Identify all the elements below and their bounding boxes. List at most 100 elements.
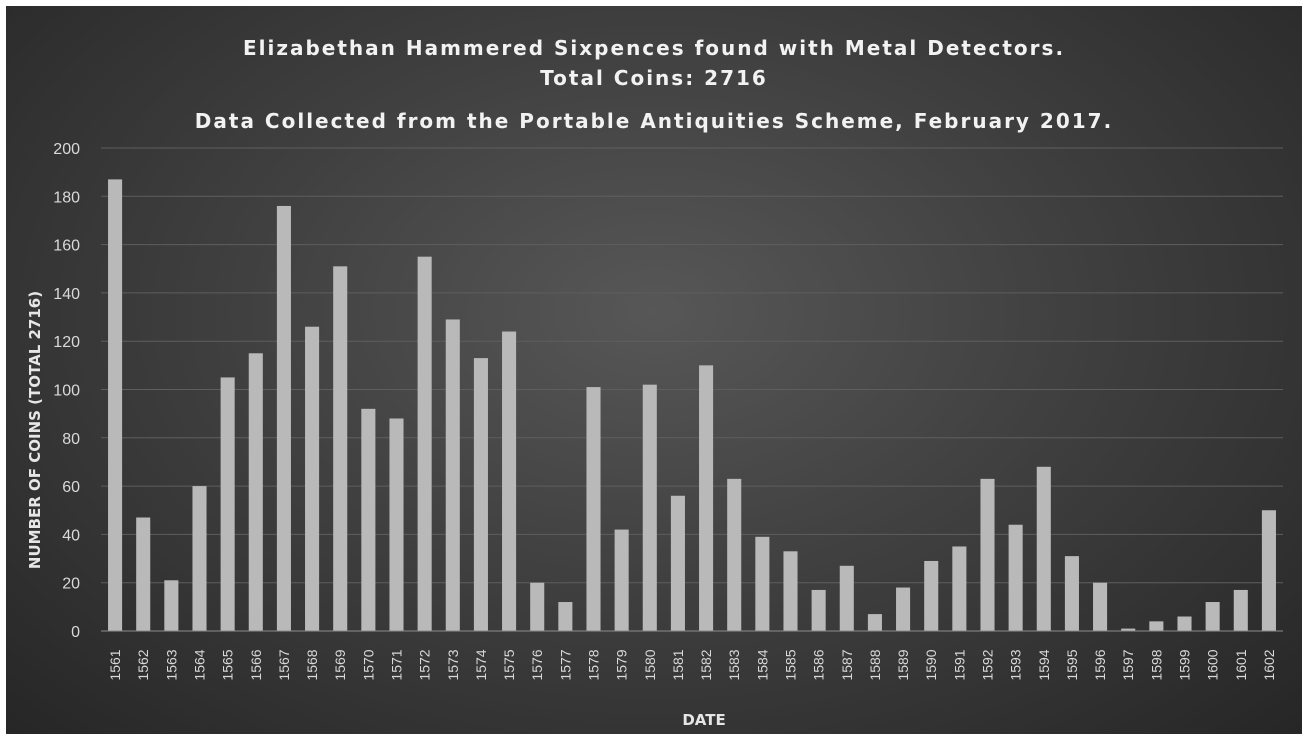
x-tick-label: 1567 <box>276 649 292 680</box>
bar-1580 <box>642 384 657 631</box>
bar-1569 <box>333 266 348 631</box>
x-tick-label: 1566 <box>248 649 264 680</box>
x-tick-label: 1572 <box>417 649 433 680</box>
bar-1584 <box>755 536 770 631</box>
bar-1573 <box>445 319 460 631</box>
y-tick-label: 140 <box>53 286 80 303</box>
x-tick-label: 1575 <box>501 649 517 680</box>
bar-1566 <box>248 353 263 631</box>
bar-1579 <box>614 529 629 631</box>
y-tick-label: 40 <box>62 527 80 544</box>
bar-1575 <box>502 331 517 631</box>
y-tick-label: 120 <box>53 334 80 351</box>
y-axis-ticks: 0 20 40 60 80 100 120 140 160 180 200 <box>53 141 80 641</box>
x-tick-label: 1563 <box>163 649 179 680</box>
x-tick-label: 1583 <box>726 649 742 680</box>
x-tick-label: 1564 <box>192 649 208 680</box>
x-tick-label: 1598 <box>1148 649 1164 680</box>
x-tick-label: 1573 <box>445 649 461 680</box>
bar-1595 <box>1064 556 1079 631</box>
x-tick-label: 1586 <box>811 649 827 680</box>
bar-1591 <box>952 546 967 631</box>
x-tick-label: 1569 <box>332 649 348 680</box>
chart-title-line-2: Total Coins: 2716 <box>540 66 768 90</box>
y-tick-label: 20 <box>62 576 80 593</box>
y-tick-label: 200 <box>53 141 80 158</box>
y-tick-label: 180 <box>53 189 80 206</box>
bar-1586 <box>811 589 826 631</box>
x-tick-label: 1578 <box>586 649 602 680</box>
x-tick-label: 1595 <box>1064 649 1080 680</box>
x-tick-label: 1597 <box>1120 649 1136 680</box>
x-tick-label: 1580 <box>642 649 658 680</box>
x-tick-label: 1585 <box>783 649 799 680</box>
bar-1576 <box>530 582 545 631</box>
x-tick-label: 1600 <box>1205 649 1221 680</box>
x-tick-label: 1582 <box>698 649 714 680</box>
bar-1594 <box>1036 466 1051 631</box>
bar-1574 <box>473 358 488 631</box>
x-tick-label: 1565 <box>220 649 236 680</box>
bar-1596 <box>1093 582 1108 631</box>
x-tick-label: 1594 <box>1036 649 1052 680</box>
bar-1585 <box>783 551 798 631</box>
bar-1598 <box>1149 621 1164 631</box>
bar-1593 <box>1008 524 1023 631</box>
bar-1561 <box>108 179 123 631</box>
x-tick-label: 1602 <box>1261 649 1277 680</box>
bar-1568 <box>305 326 320 631</box>
x-tick-label: 1588 <box>867 649 883 680</box>
bar-1581 <box>670 495 685 631</box>
x-tick-label: 1562 <box>135 649 151 680</box>
x-tick-label: 1577 <box>557 649 573 680</box>
chart-title-line-1: Elizabethan Hammered Sixpences found wit… <box>242 36 1066 60</box>
x-axis-label: DATE <box>682 711 725 729</box>
x-tick-label: 1593 <box>1008 649 1024 680</box>
x-tick-label: 1590 <box>923 649 939 680</box>
x-tick-label: 1592 <box>980 649 996 680</box>
x-tick-label: 1571 <box>389 649 405 680</box>
bar-1562 <box>136 517 151 631</box>
bar-1597 <box>1121 628 1136 631</box>
chart-title-line-3: Data Collected from the Portable Antiqui… <box>194 109 1114 133</box>
x-tick-label: 1574 <box>473 649 489 680</box>
x-tick-label: 1601 <box>1233 649 1249 680</box>
bar-1602 <box>1261 510 1276 631</box>
bar-1564 <box>192 486 207 631</box>
x-tick-label: 1576 <box>529 649 545 680</box>
x-tick-label: 1596 <box>1092 649 1108 680</box>
bar-1582 <box>699 365 714 631</box>
x-tick-label: 1570 <box>360 649 376 680</box>
bar-1589 <box>896 587 911 631</box>
bar-1587 <box>839 565 854 631</box>
gridlines <box>101 147 1283 584</box>
bar-1565 <box>220 377 235 631</box>
bars <box>108 179 1276 631</box>
bar-1599 <box>1177 616 1192 631</box>
y-tick-label: 160 <box>53 238 80 255</box>
bar-1563 <box>164 580 179 631</box>
y-tick-label: 100 <box>53 383 80 400</box>
bar-1583 <box>727 478 742 631</box>
x-tick-label: 1599 <box>1177 649 1193 680</box>
x-tick-label: 1587 <box>839 649 855 680</box>
bar-1570 <box>361 408 376 631</box>
bar-1600 <box>1205 602 1220 631</box>
x-tick-label: 1584 <box>754 649 770 680</box>
bar-1572 <box>417 256 432 631</box>
x-tick-label: 1561 <box>107 649 123 680</box>
x-axis-ticks: 1561 1562 1563 1564 1565 1566 1567 1568 1569 1570… <box>107 649 1277 680</box>
y-tick-label: 60 <box>62 479 80 496</box>
bar-1571 <box>389 418 404 631</box>
bar-1578 <box>586 387 601 631</box>
y-axis-label: NUMBER OF COINS (TOTAL 2716) <box>26 291 44 569</box>
y-tick-label: 80 <box>62 431 80 448</box>
x-tick-label: 1581 <box>670 649 686 680</box>
x-tick-label: 1589 <box>895 649 911 680</box>
bar-1588 <box>867 614 882 631</box>
bar-1577 <box>558 602 573 631</box>
bar-1590 <box>924 560 939 631</box>
x-tick-label: 1568 <box>304 649 320 680</box>
bar-1592 <box>980 478 995 631</box>
